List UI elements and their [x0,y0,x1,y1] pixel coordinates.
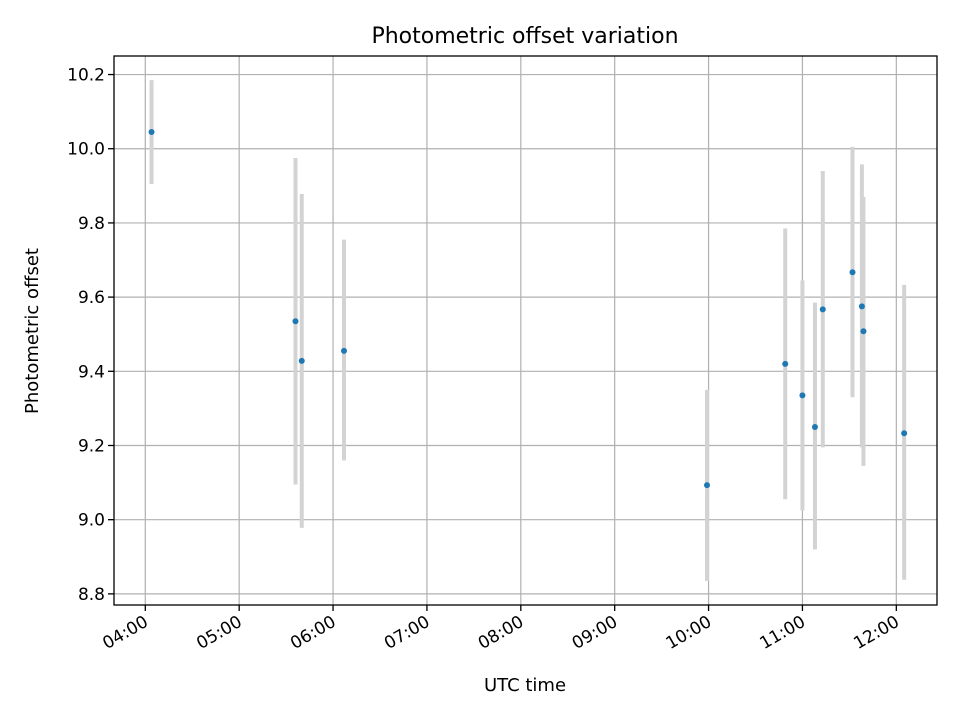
x-axis-label: UTC time [484,675,566,696]
x-tick-label: 11:00 [757,612,809,654]
y-tick-label: 9.0 [78,511,105,531]
y-tick-label: 9.6 [78,288,105,308]
x-tick-label: 10:00 [663,612,715,654]
data-point [703,482,710,489]
data-point [292,318,299,325]
data-point [148,129,155,136]
error-bars [149,80,907,581]
x-tick-label: 08:00 [475,612,527,654]
axis-ticks: 04:00 05:00 06:00 07:00 08:00 09:00 10:00 11:00… [67,66,903,654]
data-point [799,392,806,399]
data-point [858,303,865,310]
data-point [811,423,818,430]
data-point [782,360,789,367]
x-tick-label: 06:00 [287,612,339,654]
data-point [901,430,908,437]
data-point [860,328,867,335]
x-tick-label: 05:00 [193,612,245,654]
y-tick-label: 10.2 [67,66,105,86]
data-point [341,347,348,354]
x-tick-label: 04:00 [99,612,151,654]
y-tick-label: 9.4 [78,362,105,382]
data-point [298,357,305,364]
chart-title: Photometric offset variation [371,24,678,49]
data-points [148,129,908,489]
grid-lines [114,56,937,605]
y-axis-label: Photometric offset [22,248,43,414]
x-tick-label: 12:00 [850,612,902,654]
plot-frame [113,55,938,606]
x-tick-label: 09:00 [569,612,621,654]
y-tick-label: 8.8 [78,585,105,605]
y-tick-label: 10.0 [67,140,105,160]
y-tick-label: 9.2 [78,436,105,456]
data-point [849,269,856,276]
data-point [819,306,826,313]
y-tick-label: 9.8 [78,214,105,234]
x-tick-label: 07:00 [381,612,433,654]
